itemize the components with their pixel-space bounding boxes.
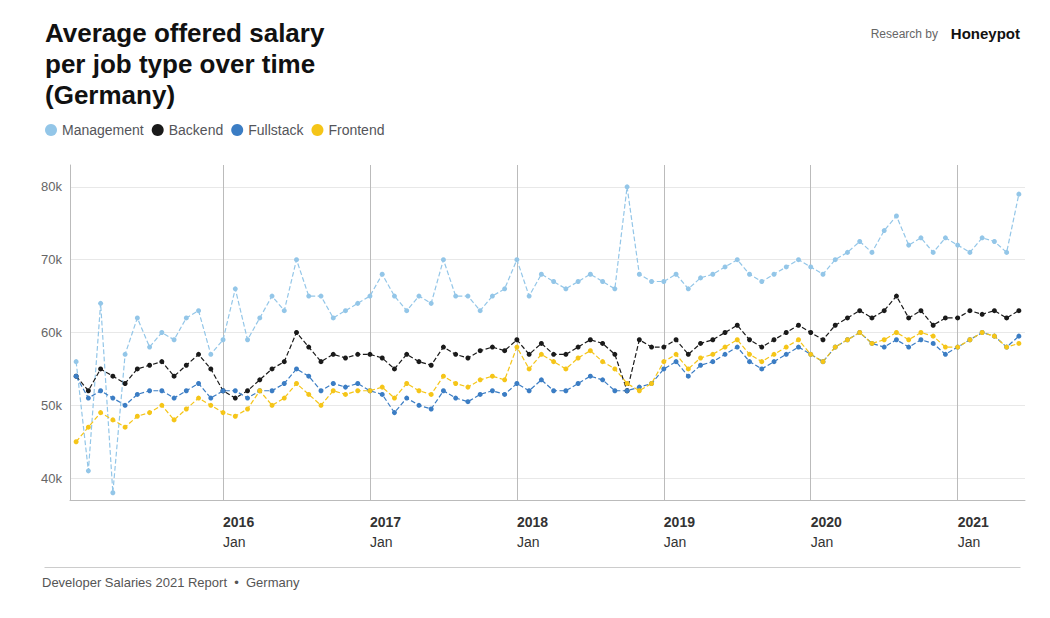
svg-text:50k: 50k	[41, 398, 62, 413]
svg-text:Research by: Research by	[871, 27, 938, 41]
svg-text:Average offered salary: Average offered salary	[45, 18, 325, 48]
svg-text:(Germany): (Germany)	[45, 80, 175, 110]
svg-text:Jan: Jan	[517, 534, 540, 550]
svg-text:2016: 2016	[223, 514, 254, 530]
svg-text:per job type over time: per job type over time	[45, 49, 315, 79]
svg-text:60k: 60k	[41, 325, 62, 340]
svg-text:Jan: Jan	[223, 534, 246, 550]
svg-text:2021: 2021	[958, 514, 989, 530]
svg-text:2019: 2019	[664, 514, 695, 530]
svg-text:2018: 2018	[517, 514, 548, 530]
svg-text:2020: 2020	[811, 514, 842, 530]
svg-text:Jan: Jan	[370, 534, 393, 550]
svg-text:Backend: Backend	[169, 122, 223, 138]
svg-text:Jan: Jan	[664, 534, 687, 550]
svg-text:Jan: Jan	[958, 534, 981, 550]
svg-text:2017: 2017	[370, 514, 401, 530]
svg-text:Frontend: Frontend	[328, 122, 384, 138]
svg-text:40k: 40k	[41, 471, 62, 486]
svg-text:Management: Management	[62, 122, 144, 138]
svg-text:Developer Salaries 2021 Report: Developer Salaries 2021 Report • Germany	[42, 575, 300, 590]
svg-text:80k: 80k	[41, 179, 62, 194]
svg-text:70k: 70k	[41, 252, 62, 267]
svg-text:Honeypot: Honeypot	[951, 25, 1020, 42]
svg-text:Jan: Jan	[811, 534, 834, 550]
svg-text:Fullstack: Fullstack	[248, 122, 304, 138]
